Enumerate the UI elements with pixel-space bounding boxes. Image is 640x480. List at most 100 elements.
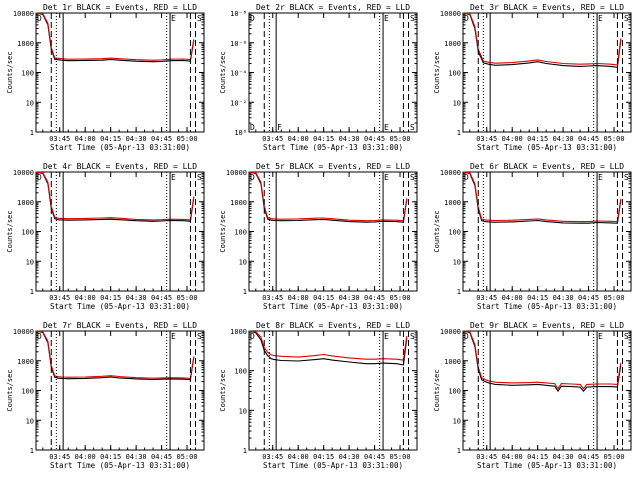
x-tick-label: 04:15	[313, 453, 334, 461]
x-tick-label: 04:15	[527, 135, 548, 143]
flag-E: E	[598, 332, 603, 341]
y-tick-label: 10⁻⁴	[230, 70, 247, 78]
x-tick-label: 05:00	[603, 135, 624, 143]
y-tick-label: 10⁻⁶	[230, 40, 247, 48]
panel-title: Det 2r BLACK = Events, RED = LLD	[256, 3, 410, 12]
y-tick-label: 1	[243, 288, 247, 296]
y-tick-label: 10000	[13, 169, 34, 177]
y-tick-label: 1000	[230, 199, 247, 207]
x-tick-label: 04:45	[364, 294, 385, 302]
panel-title: Det 7r BLACK = Events, RED = LLD	[43, 321, 197, 330]
x-tick-label: 04:45	[364, 135, 385, 143]
x-tick-label: 04:00	[288, 294, 309, 302]
flag-D: D	[250, 173, 255, 182]
y-tick-label: 10000	[13, 10, 34, 18]
y-tick-label: 1	[30, 129, 34, 137]
flag-F-bottom: F	[277, 123, 282, 132]
flag-E: E	[598, 173, 603, 182]
lld-series-line	[462, 330, 622, 390]
x-tick-label: 04:30	[126, 135, 147, 143]
flag-E: E	[384, 173, 389, 182]
y-tick-label: 1	[457, 129, 461, 137]
x-tick-label: 04:15	[527, 453, 548, 461]
y-tick-label: 10	[453, 417, 461, 425]
plot-frame	[462, 171, 632, 292]
x-tick-label: 04:00	[75, 453, 96, 461]
detector-panel-3: Det 3r BLACK = Events, RED = LLD 1 10 100 10…	[433, 3, 632, 152]
x-tick-label: 03:45	[476, 294, 497, 302]
x-tick-label: 03:45	[262, 135, 283, 143]
flag-E: E	[384, 332, 389, 341]
x-axis-label: Start Time (05-Apr-13 03:31:00)	[50, 302, 190, 311]
y-tick-label: 100	[448, 70, 461, 78]
plot-frame	[462, 12, 632, 133]
plot-frame	[35, 12, 205, 133]
detector-panel-2: Det 2r BLACK = Events, RED = LLD 10⁰ 10⁻² 1…	[219, 3, 418, 152]
x-tick-label: 04:45	[151, 135, 172, 143]
x-tick-label: 04:15	[313, 294, 334, 302]
y-tick-label: 10⁻⁸	[230, 10, 247, 18]
y-axis-label: Counts/sec	[433, 210, 441, 252]
x-tick-label: 04:45	[578, 294, 599, 302]
x-tick-label: 03:45	[262, 453, 283, 461]
x-tick-label: 03:45	[476, 135, 497, 143]
flag-D: D	[464, 332, 469, 341]
y-tick-label: 10000	[13, 328, 34, 336]
y-tick-label: 10⁰	[234, 129, 247, 137]
y-tick-label: 100	[234, 229, 247, 237]
y-tick-label: 1000	[444, 199, 461, 207]
y-tick-label: 10000	[226, 169, 247, 177]
detector-panel-5: Det 5r BLACK = Events, RED = LLD 1 10 100 10…	[219, 162, 418, 311]
plot-frame	[248, 330, 418, 451]
y-tick-label: 10000	[440, 169, 461, 177]
x-tick-label: 04:30	[553, 135, 574, 143]
x-tick-label: 04:30	[126, 453, 147, 461]
plot-frame	[35, 171, 205, 292]
y-tick-label: 100	[21, 70, 34, 78]
plot-frame	[248, 12, 418, 133]
detector-panel-9: Det 9r BLACK = Events, RED = LLD 1 10 100 10…	[433, 321, 632, 470]
x-tick-label: 05:00	[389, 453, 410, 461]
x-axis-label: Start Time (05-Apr-13 03:31:00)	[263, 302, 403, 311]
panel-title: Det 6r BLACK = Events, RED = LLD	[470, 162, 624, 171]
detector-panel-8: Det 8r BLACK = Events, RED = LLD 1 10 100 10…	[219, 321, 418, 470]
x-tick-label: 04:15	[313, 135, 334, 143]
x-tick-label: 04:45	[578, 135, 599, 143]
x-tick-label: 05:00	[176, 294, 197, 302]
flag-S: S	[410, 173, 415, 182]
x-tick-label: 04:00	[502, 294, 523, 302]
flag-S: S	[624, 173, 629, 182]
flag-E: E	[171, 14, 176, 23]
x-axis-label: Start Time (05-Apr-13 03:31:00)	[50, 461, 190, 470]
flag-D: D	[37, 332, 42, 341]
y-tick-label: 1000	[17, 358, 34, 366]
x-tick-label: 04:30	[553, 453, 574, 461]
lld-series-line	[462, 12, 622, 66]
y-axis-label: Counts/sec	[433, 369, 441, 411]
panel-title: Det 1r BLACK = Events, RED = LLD	[43, 3, 197, 12]
y-axis-label: Counts/sec	[433, 51, 441, 93]
x-axis-label: Start Time (05-Apr-13 03:31:00)	[477, 302, 617, 311]
flag-E: E	[171, 173, 176, 182]
flag-S: S	[197, 332, 202, 341]
plot-frame	[462, 330, 632, 451]
x-tick-label: 04:00	[288, 135, 309, 143]
plot-frame	[35, 330, 205, 451]
detector-panel-1: Det 1r BLACK = Events, RED = LLD 1 10 100 10…	[6, 3, 205, 152]
flag-D: D	[250, 14, 255, 23]
y-axis-label: Counts/sec	[6, 210, 14, 252]
x-tick-label: 04:45	[578, 453, 599, 461]
y-tick-label: 100	[21, 229, 34, 237]
y-tick-label: 100	[448, 229, 461, 237]
x-tick-label: 04:15	[100, 294, 121, 302]
x-tick-label: 04:30	[339, 453, 360, 461]
y-tick-label: 1000	[444, 40, 461, 48]
y-tick-label: 10000	[440, 10, 461, 18]
x-tick-label: 05:00	[603, 453, 624, 461]
y-tick-label: 10000	[440, 328, 461, 336]
x-tick-label: 03:45	[476, 453, 497, 461]
flag-E-bottom: E	[384, 123, 389, 132]
x-axis-label: Start Time (05-Apr-13 03:31:00)	[477, 143, 617, 152]
y-tick-label: 10	[453, 99, 461, 107]
y-tick-label: 100	[21, 388, 34, 396]
